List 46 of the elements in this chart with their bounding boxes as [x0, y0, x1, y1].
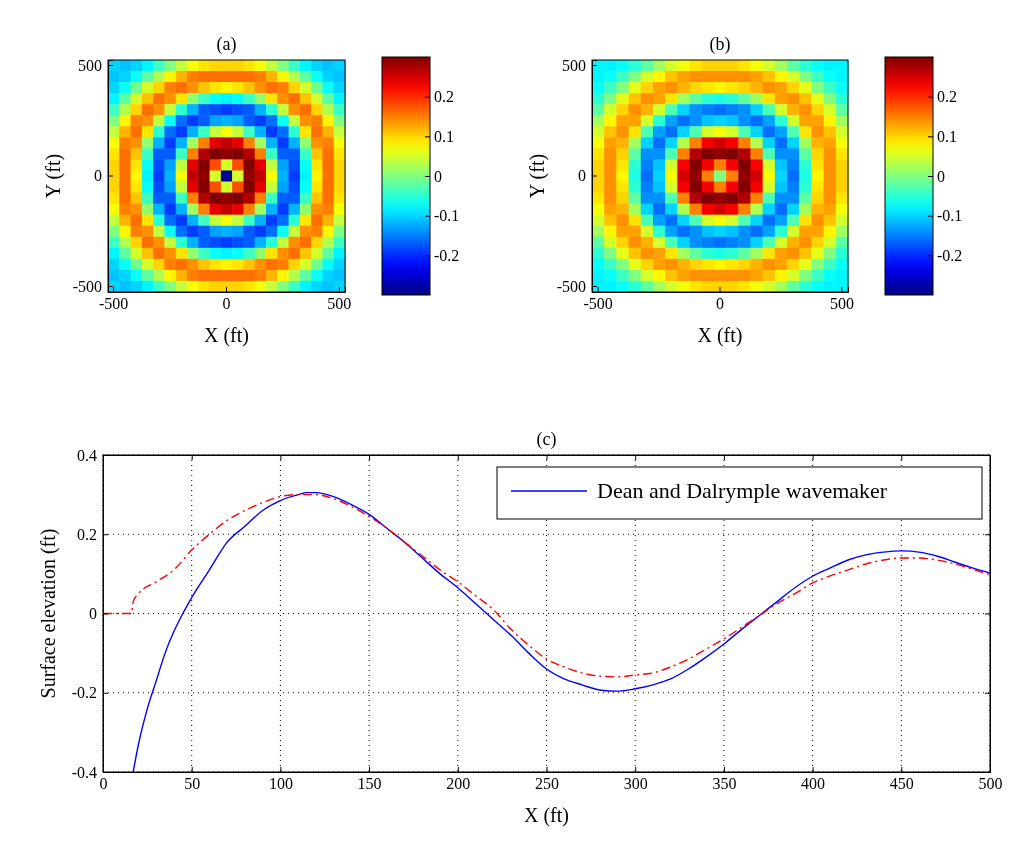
x-tick-label: 400 — [801, 775, 826, 793]
y-tick-label: 500 — [562, 56, 586, 74]
y-tick-label: 0 — [94, 167, 102, 185]
color-bar-label: -0.1 — [434, 207, 460, 225]
x-tick-label: 500 — [829, 295, 854, 313]
y-axis-title: Y (ft) — [42, 153, 65, 199]
x-axis-title: X (ft) — [204, 324, 249, 347]
color-bar-label: -0.1 — [937, 207, 963, 225]
x-tick-label: 50 — [184, 775, 201, 793]
y-axis-title: Surface elevation (ft) — [37, 528, 60, 699]
x-tick-label: 200 — [446, 775, 471, 793]
y-tick-label: 0 — [578, 167, 586, 185]
color-bar-label: -0.2 — [937, 246, 963, 264]
color-bar-label: 0.2 — [937, 88, 957, 106]
color-bar-label: 0.1 — [434, 127, 454, 145]
x-tick-label: 150 — [357, 775, 382, 793]
color-bar-label: 0 — [434, 167, 442, 185]
y-tick-label: -0.2 — [71, 684, 97, 702]
x-axis-title: X (ft) — [524, 804, 569, 827]
x-tick-label: 450 — [889, 775, 914, 793]
chart-title: (a) — [216, 34, 237, 55]
x-tick-label: 300 — [623, 775, 648, 793]
y-tick-label: 0.2 — [77, 525, 97, 543]
y-tick-label: 0.4 — [77, 446, 97, 464]
y-tick-label: -500 — [72, 277, 102, 295]
color-bar-label: -0.2 — [434, 246, 460, 264]
y-tick-label: -500 — [556, 277, 586, 295]
y-tick-label: -0.4 — [71, 763, 97, 781]
color-bar-label: 0.2 — [434, 88, 454, 106]
x-tick-label: 500 — [327, 295, 352, 313]
color-bar-label: 0 — [937, 167, 945, 185]
legend-label: Dean and Dalrymple wavemaker — [597, 478, 888, 503]
chart-title: (b) — [709, 34, 731, 55]
chart-title: (c) — [536, 429, 557, 450]
color-bar-label: 0.1 — [937, 127, 957, 145]
y-tick-label: 500 — [78, 56, 102, 74]
x-tick-label: -500 — [583, 295, 613, 313]
x-tick-label: 500 — [978, 775, 1003, 793]
x-tick-label: 100 — [268, 775, 293, 793]
x-tick-label: 0 — [716, 295, 724, 313]
y-tick-label: 0 — [89, 605, 97, 623]
x-tick-label: 350 — [712, 775, 737, 793]
y-axis-title: Y (ft) — [526, 153, 549, 199]
x-tick-label: 0 — [222, 295, 231, 313]
x-tick-label: 250 — [535, 775, 559, 793]
x-axis-title: X (ft) — [697, 324, 743, 347]
